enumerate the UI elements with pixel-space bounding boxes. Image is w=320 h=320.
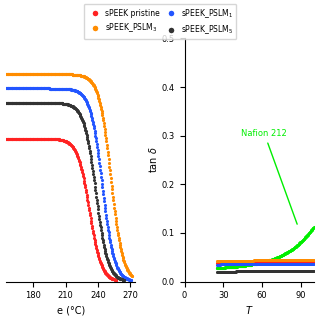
Legend: sPEEK pristine, sPEEK_PSLM$_3$, sPEEK_PSLM$_1$, sPEEK_PSLM$_5$: sPEEK pristine, sPEEK_PSLM$_3$, sPEEK_PS…	[84, 4, 236, 39]
Text: Nafion 212: Nafion 212	[241, 129, 297, 224]
X-axis label: e (°C): e (°C)	[57, 306, 85, 316]
X-axis label: T: T	[246, 306, 252, 316]
Y-axis label: tan $\delta$: tan $\delta$	[147, 147, 159, 173]
